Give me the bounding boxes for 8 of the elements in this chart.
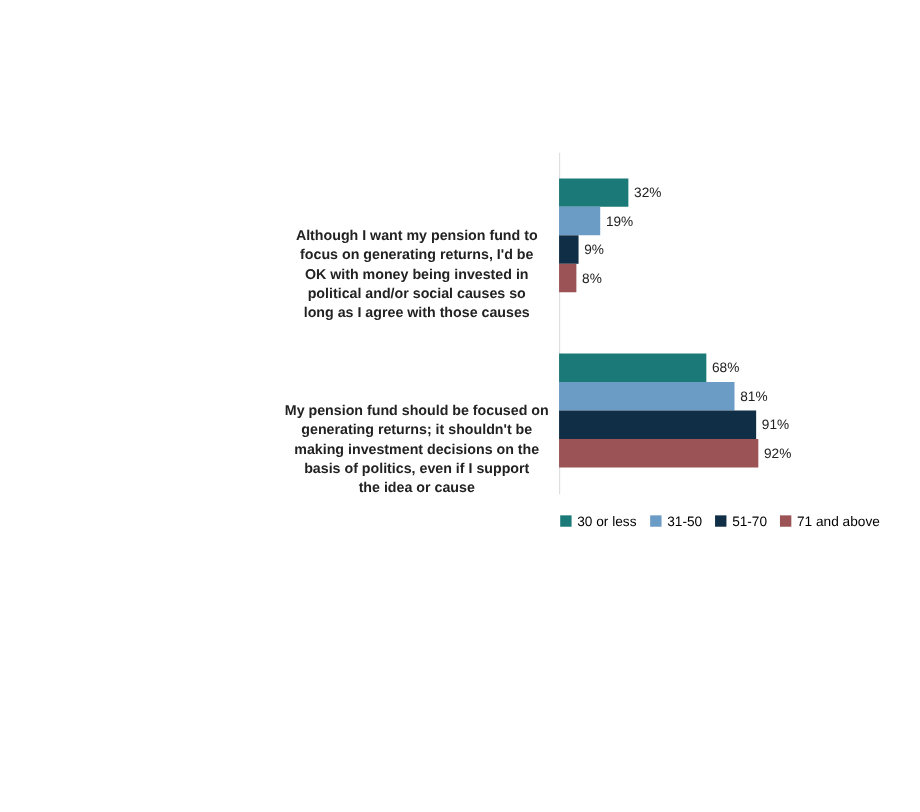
bar (559, 382, 735, 411)
bar (559, 353, 707, 383)
bar (559, 410, 757, 439)
bar (559, 438, 759, 468)
bar (559, 178, 629, 207)
bar (559, 263, 577, 293)
bar (559, 206, 601, 236)
bar (559, 235, 579, 264)
